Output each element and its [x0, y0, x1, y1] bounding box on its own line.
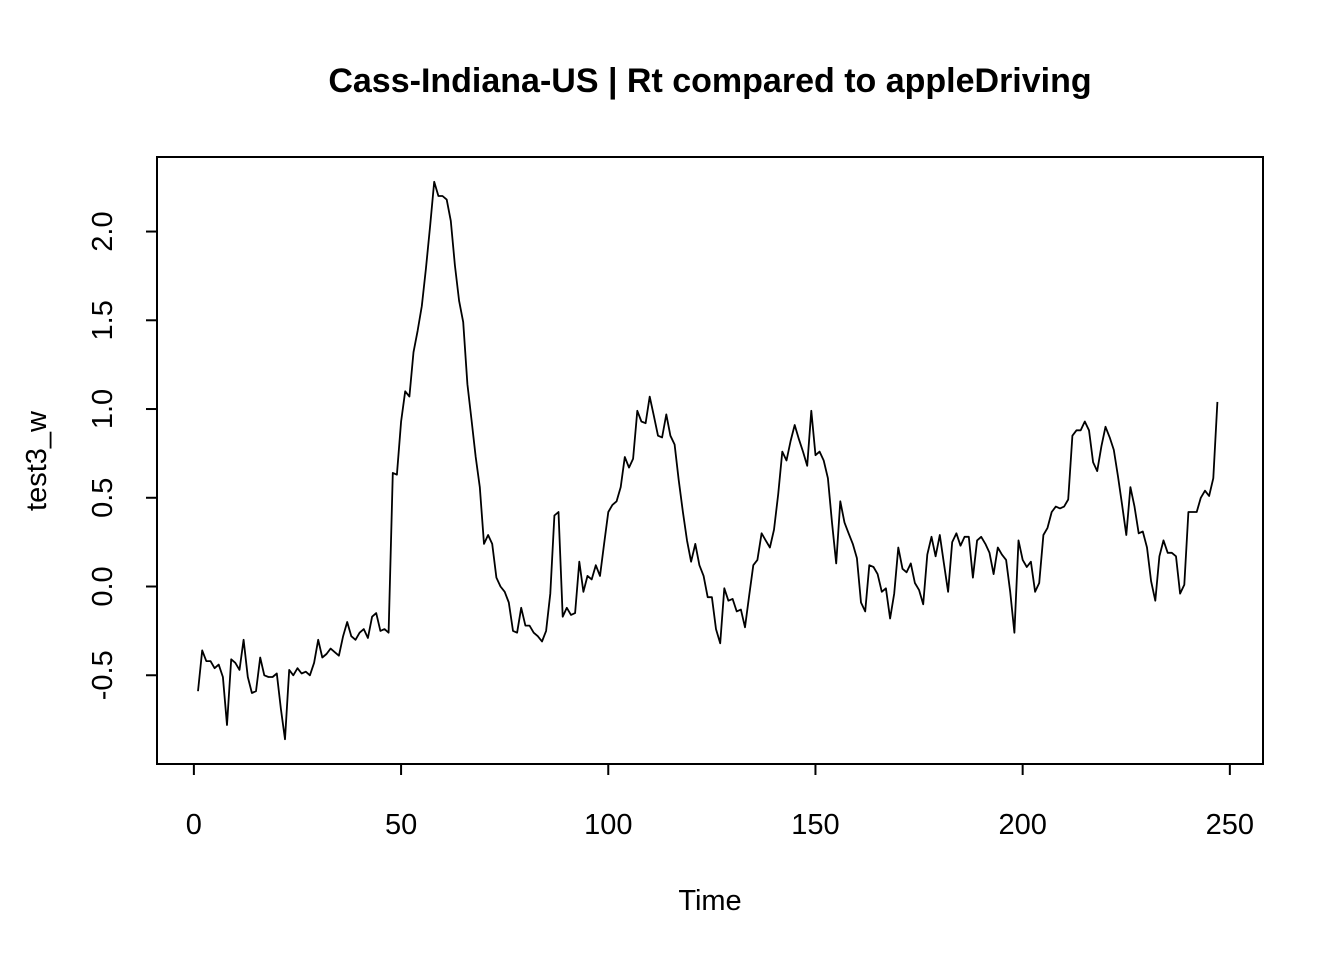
y-tick-label: 0.5: [87, 478, 119, 518]
x-tick-label: 100: [584, 809, 632, 841]
y-tick-label: 0.0: [87, 566, 119, 606]
x-tick-label: 200: [998, 809, 1046, 841]
y-tick-label: 2.0: [87, 211, 119, 251]
y-axis-label: test3_w: [21, 410, 53, 511]
y-tick-label: 1.5: [87, 300, 119, 340]
series-line: [197, 180, 1219, 741]
plot-frame: [156, 156, 1264, 765]
chart-title: Cass-Indiana-US | Rt compared to appleDr…: [328, 62, 1091, 100]
x-tick-label: 250: [1206, 809, 1254, 841]
y-tick-label: -0.5: [87, 650, 119, 700]
y-tick-label: 1.0: [87, 389, 119, 429]
x-tick-label: 50: [385, 809, 417, 841]
y-axis: -0.5 0.0 0.5 1.0 1.5 2.0: [87, 211, 158, 700]
x-axis: 0 50 100 150 200 250: [186, 763, 1254, 841]
x-tick-label: 150: [791, 809, 839, 841]
x-tick-label: 0: [186, 809, 202, 841]
x-axis-label: Time: [678, 885, 741, 917]
